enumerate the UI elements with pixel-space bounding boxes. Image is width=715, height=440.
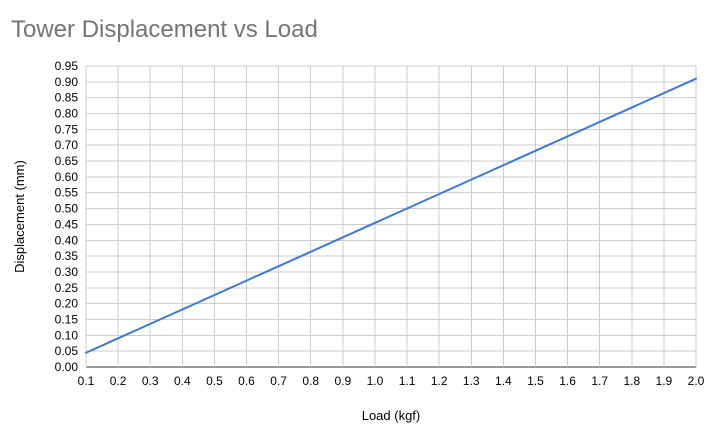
x-tick-label: 0.4 bbox=[174, 374, 191, 388]
y-tick-label: 0.35 bbox=[55, 249, 79, 263]
y-tick-label: 0.15 bbox=[55, 312, 79, 326]
x-tick-label: 1.8 bbox=[623, 374, 640, 388]
x-tick-label: 1.7 bbox=[591, 374, 608, 388]
gridlines bbox=[85, 65, 697, 368]
y-axis-label: Displacement (mm) bbox=[12, 160, 27, 273]
x-tick-label: 0.6 bbox=[238, 374, 255, 388]
x-tick-label: 1.9 bbox=[656, 374, 673, 388]
x-tick-label: 1.6 bbox=[559, 374, 576, 388]
y-tick-label: 0.85 bbox=[55, 91, 79, 105]
x-tick-label: 0.5 bbox=[206, 374, 223, 388]
y-tick-label: 0.10 bbox=[55, 328, 79, 342]
x-tick-label: 1.1 bbox=[399, 374, 416, 388]
y-tick-label: 0.50 bbox=[55, 202, 79, 216]
y-tick-label: 0.30 bbox=[55, 265, 79, 279]
y-tick-label: 0.90 bbox=[55, 75, 79, 89]
x-tick-label: 1.2 bbox=[431, 374, 448, 388]
y-tick-label: 0.60 bbox=[55, 170, 79, 184]
x-tick-label: 1.5 bbox=[527, 374, 544, 388]
x-tick-label: 1.0 bbox=[367, 374, 384, 388]
series-layer bbox=[85, 77, 697, 354]
x-axis-ticks: 0.1 0.2 0.3 0.4 0.5 0.6 0.7 0.8 0.9 1.0 1.1 1.2 1.3 1… bbox=[78, 374, 705, 388]
x-tick-label: 1.4 bbox=[495, 374, 512, 388]
series-line bbox=[85, 77, 697, 354]
x-tick-label: 1.3 bbox=[463, 374, 480, 388]
x-tick-label: 0.9 bbox=[334, 374, 351, 388]
x-tick-label: 0.8 bbox=[302, 374, 319, 388]
y-tick-label: 0.95 bbox=[55, 59, 79, 73]
y-tick-label: 0.55 bbox=[55, 186, 79, 200]
y-tick-label: 0.20 bbox=[55, 297, 79, 311]
x-tick-label: 0.1 bbox=[78, 374, 95, 388]
x-tick-label: 0.3 bbox=[142, 374, 159, 388]
x-axis-label: Load (kgf) bbox=[362, 408, 421, 423]
y-tick-label: 0.40 bbox=[55, 233, 79, 247]
y-tick-label: 0.45 bbox=[55, 217, 79, 231]
x-tick-label: 0.7 bbox=[270, 374, 287, 388]
y-tick-label: 0.80 bbox=[55, 107, 79, 121]
y-tick-label: 0.05 bbox=[55, 344, 79, 358]
y-tick-label: 0.70 bbox=[55, 138, 79, 152]
y-tick-label: 0.75 bbox=[55, 122, 79, 136]
y-axis-ticks: 0.00 0.05 0.10 0.150.20 0.25 0.30 0.35 0.40 0.45… bbox=[55, 59, 79, 374]
x-tick-label: 2.0 bbox=[688, 374, 705, 388]
y-tick-label: 0.25 bbox=[55, 281, 79, 295]
x-tick-label: 0.2 bbox=[110, 374, 127, 388]
y-tick-label: 0.00 bbox=[55, 360, 79, 374]
y-tick-label: 0.65 bbox=[55, 154, 79, 168]
chart-title: Tower Displacement vs Load bbox=[11, 16, 318, 43]
